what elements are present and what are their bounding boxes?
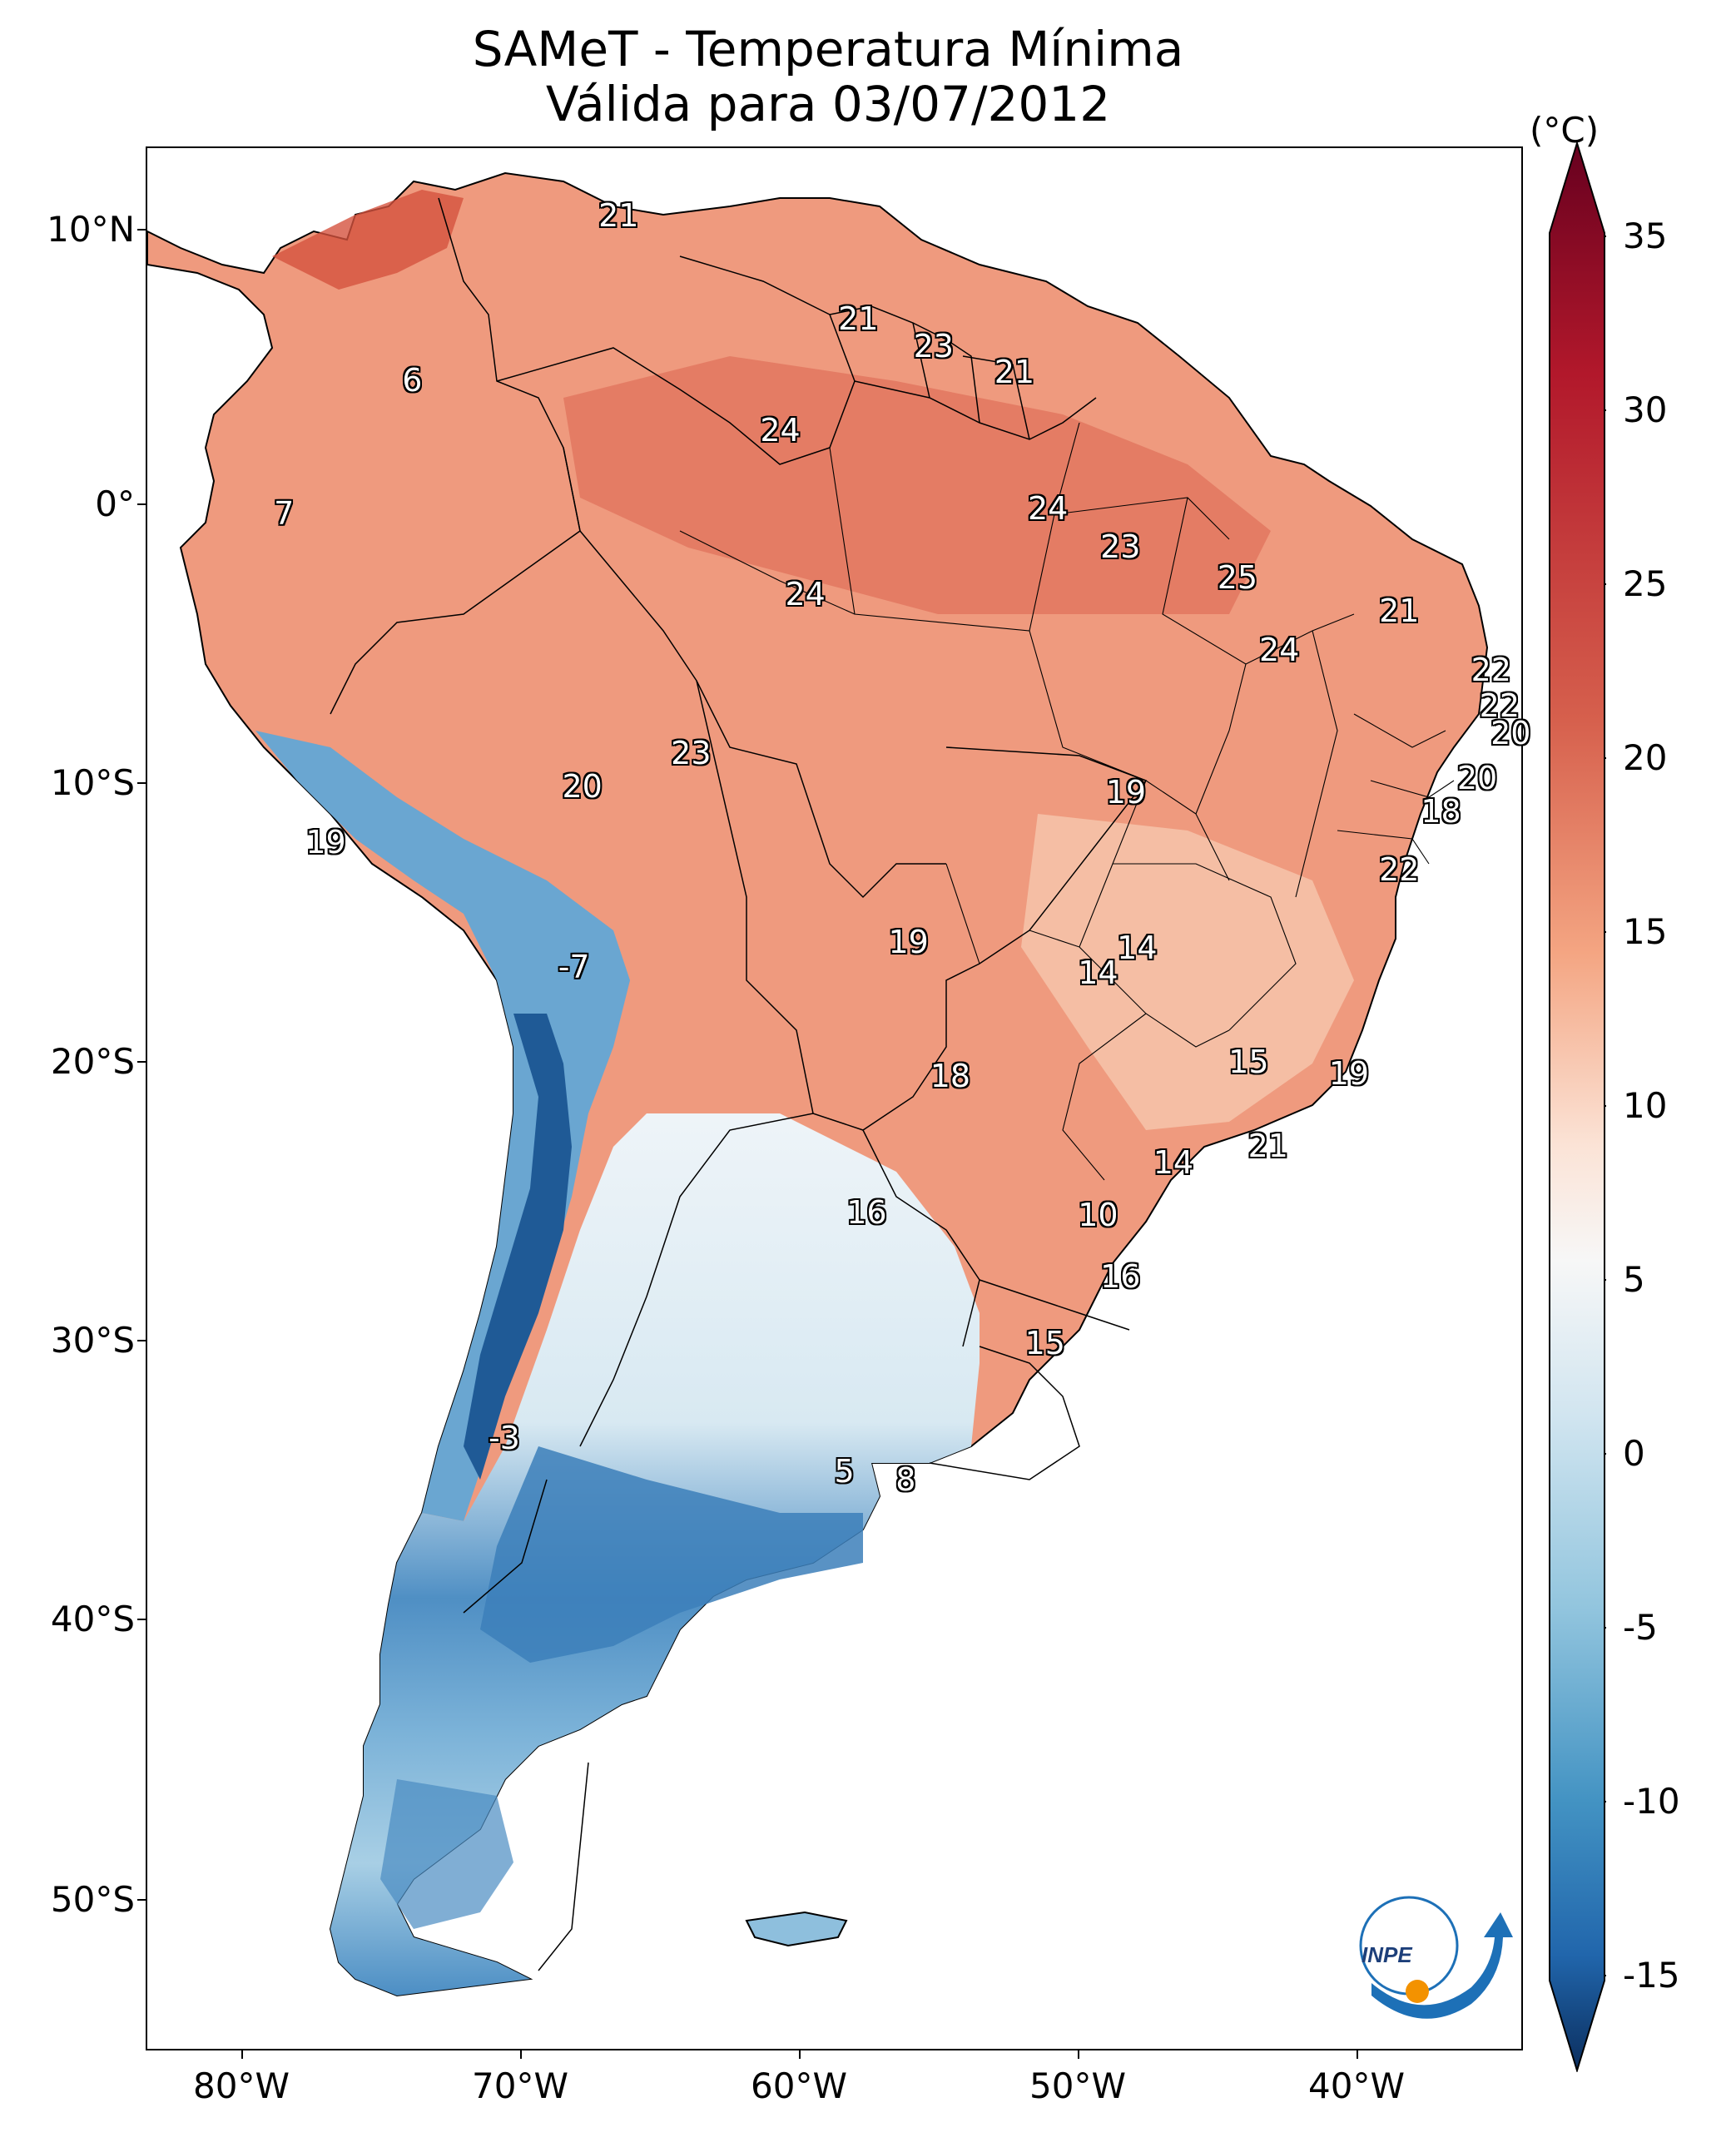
lat-tick [137, 229, 146, 231]
lon-tick [520, 2050, 522, 2059]
mild-southeast-region [1021, 814, 1354, 1130]
station-temperature-label: 16 [846, 1193, 887, 1231]
lat-label-10n: 10°N [47, 209, 135, 250]
colorbar-tick-label: 20 [1623, 737, 1668, 778]
lon-label-80w: 80°W [193, 2065, 290, 2106]
station-temperature-label: 24 [1027, 489, 1069, 527]
station-temperature-label: 7 [274, 495, 295, 533]
colorbar-tick-label: 0 [1623, 1433, 1645, 1474]
lon-tick [1357, 2050, 1358, 2059]
colorbar-tick-label: 15 [1623, 911, 1668, 952]
station-temperature-label: 24 [1259, 632, 1300, 669]
lat-tick [137, 1899, 146, 1901]
hot-caribbean-coast [272, 190, 464, 290]
svg-text:INPE: INPE [1362, 1942, 1412, 1967]
andes-cold-band [255, 731, 630, 1521]
lat-tick [137, 782, 146, 784]
station-temperature-label: 16 [1100, 1257, 1141, 1295]
station-temperature-label: 14 [1078, 955, 1118, 992]
map-subtitle: Válida para 03/07/2012 [545, 76, 1111, 132]
temperature-map [147, 171, 1489, 1997]
station-temperature-label: 19 [305, 823, 346, 860]
country-borders [330, 197, 1148, 1971]
colorbar-tick-label: 35 [1623, 216, 1668, 256]
lon-label-70w: 70°W [472, 2065, 568, 2106]
station-temperature-label: 15 [1228, 1044, 1269, 1081]
colorbar-tick-label: 10 [1623, 1085, 1668, 1126]
warm-core-region [563, 356, 1271, 614]
station-temperature-label: 18 [1421, 793, 1461, 831]
lon-label-60w: 60°W [751, 2065, 847, 2106]
station-temperature-label: 24 [785, 576, 826, 613]
station-temperature-label: 22 [1479, 687, 1520, 724]
station-temperature-label: 19 [1328, 1054, 1370, 1092]
lat-tick [137, 1340, 146, 1341]
pampas-cold-band [480, 1446, 863, 1663]
station-temperature-label: 14 [1117, 930, 1158, 966]
station-temperature-label: -3 [488, 1419, 520, 1456]
lat-tick [137, 503, 146, 505]
station-temperature-label: 5 [834, 1452, 855, 1490]
lon-tick [241, 2050, 243, 2059]
station-temperature-label: 19 [1105, 773, 1147, 811]
station-temperature-label: 20 [1490, 715, 1531, 752]
colorbar-body [1549, 141, 1605, 2072]
station-temperature-label: 24 [760, 411, 801, 449]
lon-label-40w: 40°W [1308, 2065, 1405, 2106]
map-title: SAMeT - Temperatura Mínima [472, 21, 1184, 77]
lat-label-20s: 20°S [50, 1041, 135, 1082]
lon-tick [1078, 2050, 1079, 2059]
station-temperature-label: 15 [1024, 1325, 1065, 1361]
station-temperature-label: 14 [1153, 1143, 1194, 1181]
colorbar-unit: (°C) [1530, 110, 1600, 151]
station-temperature-label: 23 [671, 734, 712, 771]
station-temperature-label: 21 [1379, 593, 1420, 630]
patagonia-cold-band [380, 1779, 513, 1929]
station-temperature-label: 22 [1471, 651, 1511, 688]
station-temperature-label: 22 [1379, 851, 1420, 889]
station-temperature-label: 10 [1078, 1197, 1118, 1234]
colorbar-tick-label: -15 [1623, 1955, 1680, 1996]
lat-label-10s: 10°S [50, 762, 135, 803]
station-temperature-label: 25 [1217, 559, 1258, 597]
station-temperature-label: 21 [838, 300, 879, 338]
station-temperature-label: 6 [402, 361, 423, 399]
colorbar-tick-label: -5 [1623, 1607, 1658, 1648]
falkland-islands [745, 1911, 848, 1947]
colorbar-tick-label: 25 [1623, 563, 1668, 604]
station-temperature-label: 21 [1247, 1127, 1288, 1164]
inpe-logo: INPE [1359, 1896, 1513, 2019]
colorbar-tick-label: -10 [1623, 1781, 1680, 1822]
station-temperature-label: 8 [895, 1460, 916, 1498]
lat-tick [137, 1619, 146, 1620]
station-temperature-label: 21 [598, 197, 639, 235]
station-temperature-label: 19 [888, 924, 929, 961]
lat-label-40s: 40°S [50, 1599, 135, 1639]
station-temperature-label: 18 [930, 1057, 971, 1094]
station-temperature-label: 21 [994, 353, 1035, 390]
lat-label-50s: 50°S [50, 1879, 135, 1920]
colorbar-tick-label: 30 [1623, 389, 1668, 430]
station-temperature-label: 23 [913, 328, 954, 365]
station-temperature-label: 23 [1100, 528, 1141, 566]
station-temperature-label: 20 [1456, 759, 1498, 796]
lat-tick [137, 1061, 146, 1063]
lon-label-50w: 50°W [1029, 2065, 1126, 2106]
lat-label-30s: 30°S [50, 1320, 135, 1361]
state-borders [679, 422, 1455, 1181]
station-temperature-label: -7 [558, 949, 590, 986]
colorbar [1549, 141, 1606, 2072]
lon-tick [799, 2050, 801, 2059]
colorbar-tick-label: 5 [1623, 1259, 1645, 1300]
lat-label-0: 0° [95, 483, 135, 524]
map-panel[interactable] [146, 146, 1523, 2050]
andes-darkest-spine [464, 1014, 572, 1480]
station-temperature-label: 20 [562, 768, 603, 805]
